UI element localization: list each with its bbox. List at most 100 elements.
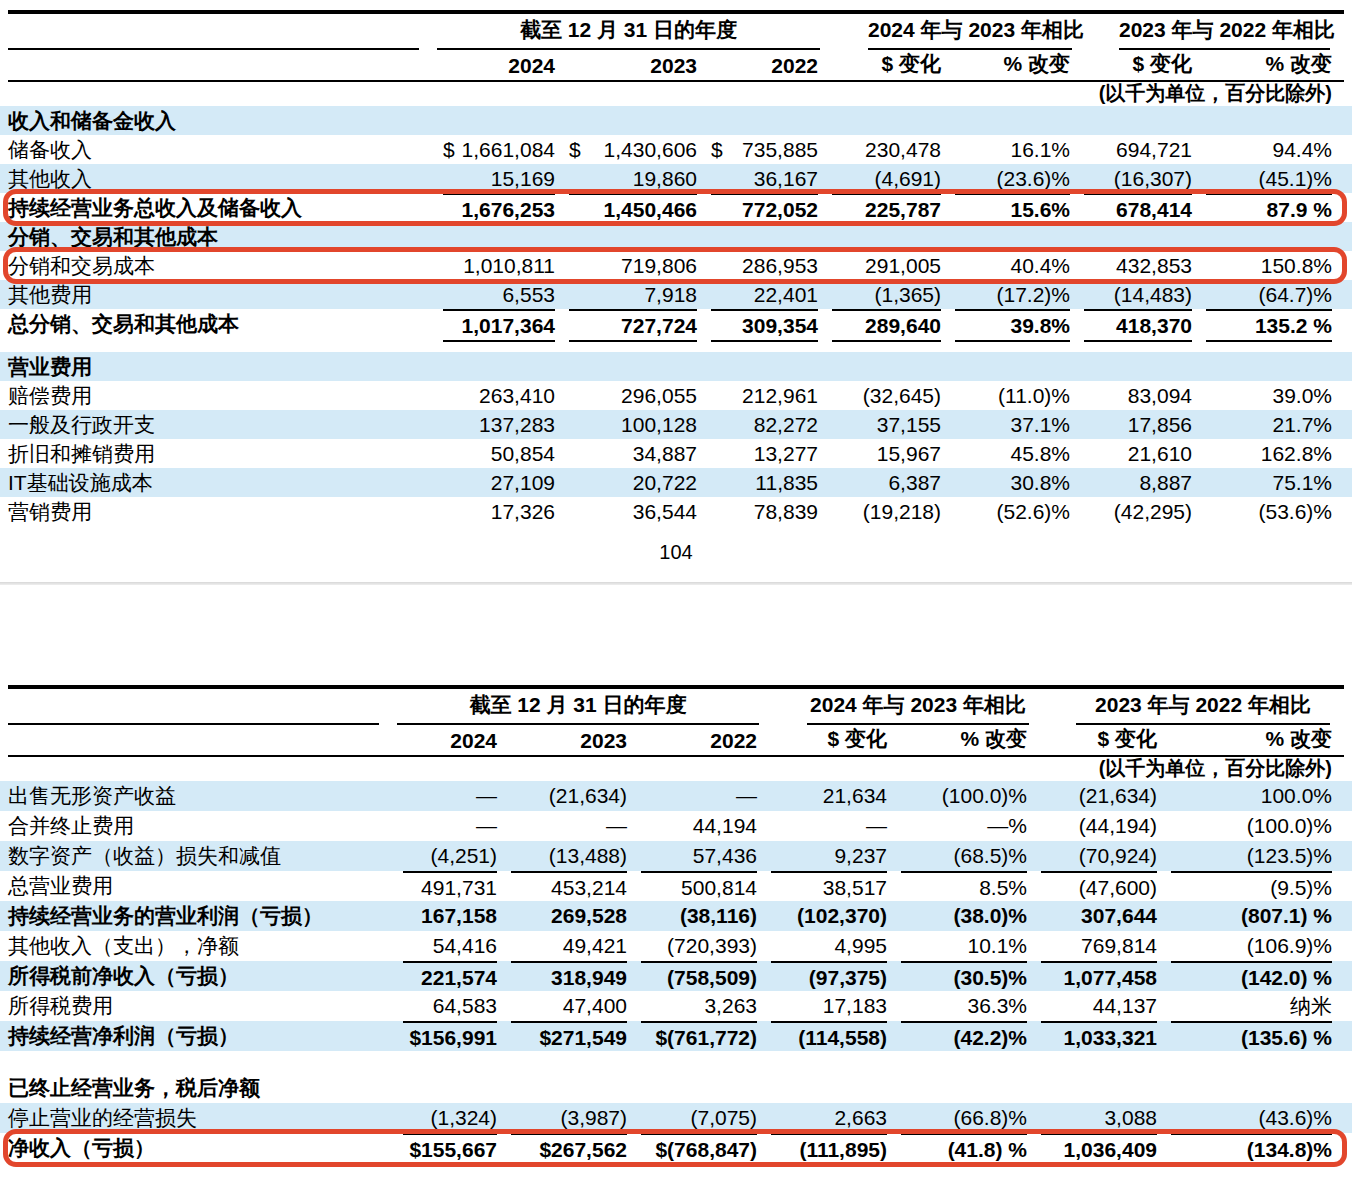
row-label: 赔偿费用 [0, 381, 433, 410]
table-row: 持续经营净利润（亏损）$156,991$271,549$(761,772)(11… [0, 1021, 1352, 1051]
row-value: 15.6% [945, 193, 1074, 224]
row-value: (7,075) [631, 1103, 761, 1133]
period-header-group: 截至 12 月 31 日的年度 [433, 16, 822, 50]
row-value: 150.8% [1196, 251, 1352, 280]
row-value: 94.4% [1196, 135, 1352, 164]
row-label: 停止营业的经营损失 [0, 1103, 393, 1133]
row-value: (102,370) [761, 901, 891, 931]
operating-results-net-income-table: 截至 12 月 31 日的年度 2024 年与 2023 年相比 2023 年与… [0, 685, 1352, 1163]
table-row: 折旧和摊销费用50,85434,88713,27715,96745.8%21,6… [0, 439, 1352, 468]
table-header-groups: 截至 12 月 31 日的年度 2024 年与 2023 年相比 2023 年与… [0, 689, 1352, 725]
row-value: (38,116) [631, 901, 761, 931]
row-value: 137,283 [433, 410, 559, 439]
row-value: (1,365) [822, 280, 945, 309]
table-column-headers: 2024 2023 2022 $ 变化 % 改变 $ 变化 % 改变 [0, 725, 1352, 755]
row-value: 15,967 [822, 439, 945, 468]
row-value: 225,787 [822, 193, 945, 224]
row-value: 318,949 [501, 961, 631, 993]
year-column-header-2023: 2023 [559, 54, 701, 82]
revenue-and-costs-table: 截至 12 月 31 日的年度 2024 年与 2023 年相比 2023 年与… [0, 10, 1352, 526]
row-value: 38,517 [761, 871, 891, 905]
row-value: 453,214 [501, 871, 631, 905]
table-row: 合并终止费用——44,194——%(44,194)(100.0)% [0, 811, 1352, 841]
row-value: 3,088 [1031, 1103, 1161, 1133]
pct-change-header: % 改变 [1196, 50, 1352, 82]
period-header: 截至 12 月 31 日的年度 [397, 691, 759, 725]
stub-column-header [0, 753, 393, 757]
units-note: (以千为单位，百分比除外) [0, 82, 1352, 106]
stub-header [0, 723, 393, 725]
row-value: (66.8)% [891, 1103, 1031, 1133]
row-value: 19,860 [559, 164, 701, 193]
row-value: 3,263 [631, 991, 761, 1021]
row-value: 678,414 [1074, 193, 1196, 224]
row-value: (13,488) [501, 841, 631, 871]
table-body: 出售无形资产收益—(21,634)—21,634(100.0)%(21,634)… [0, 781, 1352, 1163]
row-value: (720,393) [631, 931, 761, 961]
row-label: 总分销、交易和其他成本 [0, 309, 433, 342]
row-value: 13,277 [701, 439, 822, 468]
row-value: 39.0% [1196, 381, 1352, 410]
row-label: 储备收入 [0, 135, 433, 164]
row-value: 4,995 [761, 931, 891, 961]
table-row: 其他收入（支出），净额54,41649,421(720,393)4,99510.… [0, 931, 1352, 961]
table-row: 其他收入15,16919,86036,167(4,691)(23.6)%(16,… [0, 164, 1352, 193]
row-value: 167,158 [393, 901, 501, 931]
table-row: 持续经营业务总收入及储备收入1,676,2531,450,466772,0522… [0, 193, 1352, 222]
row-value: 769,814 [1031, 931, 1161, 961]
row-value: (4,251) [393, 841, 501, 871]
row-value: 1,450,466 [559, 193, 701, 224]
row-value: $1,430,606 [559, 135, 701, 164]
row-label: 已终止经营业务，税后净额 [0, 1073, 1352, 1103]
row-value: (17.2)% [945, 280, 1074, 309]
row-value: 263,410 [433, 381, 559, 410]
comparison-header-2023-2022-group: 2023 年与 2022 年相比 [1031, 691, 1352, 725]
table-row: 总营业费用491,731453,214500,81438,5178.5%(47,… [0, 871, 1352, 901]
spacer-row [0, 1051, 1352, 1073]
row-value: 694,721 [1074, 135, 1196, 164]
row-value: — [631, 781, 761, 811]
row-value: 1,077,458 [1031, 961, 1161, 993]
period-header: 截至 12 月 31 日的年度 [437, 16, 820, 50]
row-value: 17,326 [433, 497, 559, 526]
row-label: 所得税前净收入（亏损） [0, 961, 393, 993]
row-value: (123.5)% [1161, 841, 1352, 871]
comparison-header-2023-2022: 2023 年与 2022 年相比 [1076, 691, 1330, 725]
table-row: 净收入（亏损）$155,667$267,562$(768,847)(111,89… [0, 1133, 1352, 1163]
row-value: 17,856 [1074, 410, 1196, 439]
row-label: 收入和储备金收入 [0, 106, 1352, 135]
row-value: 772,052 [701, 193, 822, 224]
row-value: (52.6)% [945, 497, 1074, 526]
table-row: 所得税前净收入（亏损）221,574318,949(758,509)(97,37… [0, 961, 1352, 991]
row-value: 22,401 [701, 280, 822, 309]
row-value: (45.1)% [1196, 164, 1352, 193]
row-label: 持续经营净利润（亏损） [0, 1021, 393, 1053]
row-value: 78,839 [701, 497, 822, 526]
row-value: 39.8% [945, 309, 1074, 342]
row-label: 其他费用 [0, 280, 433, 309]
row-value: 135.2 % [1196, 309, 1352, 342]
year-column-header-2022: 2022 [631, 729, 761, 757]
row-value: (42.2)% [891, 1021, 1031, 1053]
dollar-change-header: $ 变化 [761, 725, 891, 757]
row-value: 纳米 [1161, 991, 1352, 1021]
row-value: (23.6)% [945, 164, 1074, 193]
row-value: 83,094 [1074, 381, 1196, 410]
row-value: $271,549 [501, 1021, 631, 1053]
row-value: (135.6) % [1161, 1021, 1352, 1053]
comparison-header-2024-2023: 2024 年与 2023 年相比 [868, 16, 1072, 50]
row-value: —% [891, 811, 1031, 841]
row-value: 75.1% [1196, 468, 1352, 497]
row-value: 296,055 [559, 381, 701, 410]
section-header-row: 分销、交易和其他成本 [0, 222, 1352, 251]
row-value: 418,370 [1074, 309, 1196, 342]
row-value: (100.0)% [1161, 811, 1352, 841]
row-value: 37.1% [945, 410, 1074, 439]
row-value: 1,010,811 [433, 251, 559, 280]
row-value: 16.1% [945, 135, 1074, 164]
row-value: 47,400 [501, 991, 631, 1021]
row-label: 所得税费用 [0, 991, 393, 1021]
row-value: 44,194 [631, 811, 761, 841]
row-value: 8.5% [891, 871, 1031, 905]
row-value: 15,169 [433, 164, 559, 193]
